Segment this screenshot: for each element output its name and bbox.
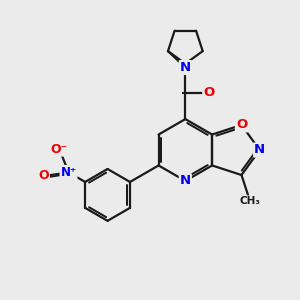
- Text: O⁻: O⁻: [50, 142, 68, 156]
- Text: N: N: [180, 61, 191, 74]
- Text: N: N: [254, 143, 265, 157]
- Text: O: O: [38, 169, 49, 182]
- Text: N⁺: N⁺: [61, 166, 76, 179]
- Text: O: O: [236, 118, 247, 131]
- Text: N: N: [180, 174, 191, 188]
- Text: O: O: [203, 86, 214, 99]
- Text: CH₃: CH₃: [240, 196, 261, 206]
